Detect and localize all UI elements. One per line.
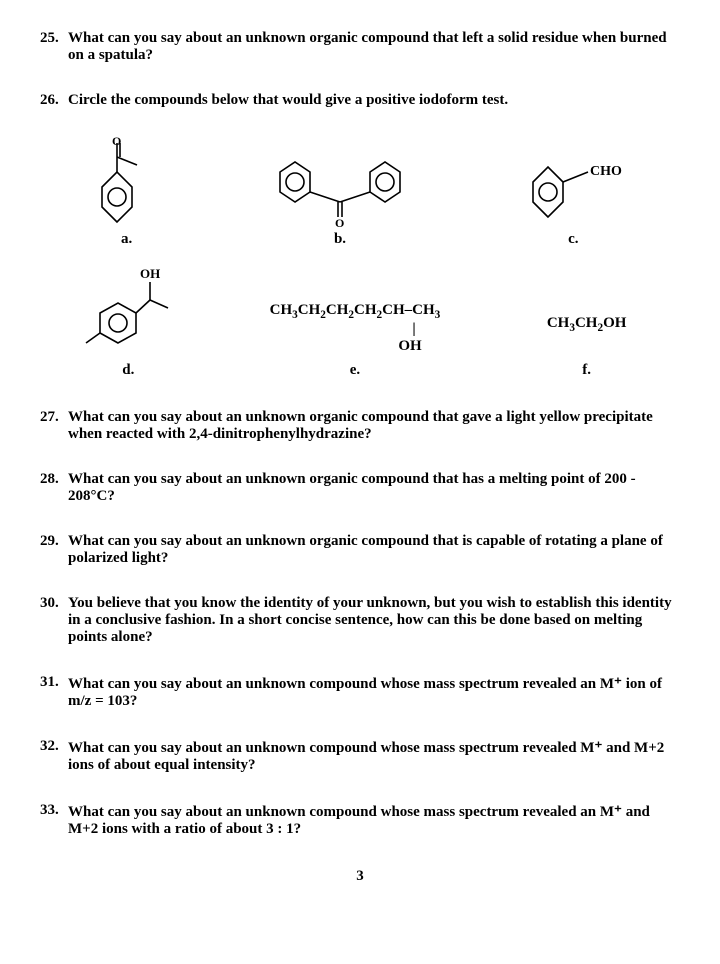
structure-acetophenone-icon: O <box>92 137 162 227</box>
question-number: 32. <box>40 738 68 774</box>
compound-label: e. <box>255 362 455 379</box>
question-26: 26. Circle the compounds below that woul… <box>40 92 680 109</box>
question-text: What can you say about an unknown compou… <box>68 674 680 710</box>
question-31: 31. What can you say about an unknown co… <box>40 674 680 710</box>
compound-f: CH3CH2OH f. <box>532 315 642 379</box>
oh-label: OH <box>140 266 160 281</box>
compound-b: O b. <box>265 137 415 248</box>
question-text: What can you say about an unknown organi… <box>68 533 680 567</box>
question-number: 29. <box>40 533 68 567</box>
question-text: What can you say about an unknown organi… <box>68 471 680 505</box>
question-number: 31. <box>40 674 68 710</box>
question-number: 26. <box>40 92 68 109</box>
compounds-row-2: OH d. CH3CH2CH2CH2CH–CH3 | OH e. CH3CH2O… <box>40 258 680 379</box>
compound-a: O a. <box>92 137 162 248</box>
question-text: What can you say about an unknown organi… <box>68 30 680 64</box>
question-text: What can you say about an unknown compou… <box>68 738 680 774</box>
question-number: 27. <box>40 409 68 443</box>
question-33: 33. What can you say about an unknown co… <box>40 802 680 838</box>
compound-label: c. <box>518 231 628 248</box>
compound-label: f. <box>532 362 642 379</box>
question-number: 28. <box>40 471 68 505</box>
question-text: Circle the compounds below that would gi… <box>68 92 680 109</box>
structure-benzaldehyde-icon: CHO <box>518 147 628 227</box>
formula-ethanol: CH3CH2OH <box>532 315 642 334</box>
question-32: 32. What can you say about an unknown co… <box>40 738 680 774</box>
question-text: What can you say about an unknown organi… <box>68 409 680 443</box>
question-27: 27. What can you say about an unknown or… <box>40 409 680 443</box>
question-number: 33. <box>40 802 68 838</box>
compound-c: CHO c. <box>518 147 628 248</box>
structure-tolylethanol-icon: OH <box>78 258 178 358</box>
question-number: 25. <box>40 30 68 64</box>
question-28: 28. What can you say about an unknown or… <box>40 471 680 505</box>
question-25: 25. What can you say about an unknown or… <box>40 30 680 64</box>
compound-label: b. <box>265 231 415 248</box>
compounds-row-1: O a. O b. <box>40 137 680 248</box>
svg-text:O: O <box>112 137 121 148</box>
cho-label: CHO <box>590 164 622 179</box>
question-30: 30. You believe that you know the identi… <box>40 595 680 646</box>
compound-e: CH3CH2CH2CH2CH–CH3 | OH e. <box>255 302 455 379</box>
page-number: 3 <box>40 868 680 885</box>
structure-benzophenone-icon: O <box>265 137 415 227</box>
compound-label: a. <box>92 231 162 248</box>
question-text: You believe that you know the identity o… <box>68 595 680 646</box>
question-number: 30. <box>40 595 68 646</box>
svg-text:O: O <box>335 216 344 227</box>
question-text: What can you say about an unknown compou… <box>68 802 680 838</box>
compound-label: d. <box>78 362 178 379</box>
formula-hexanol: CH3CH2CH2CH2CH–CH3 | OH <box>255 302 455 354</box>
compound-d: OH d. <box>78 258 178 379</box>
question-29: 29. What can you say about an unknown or… <box>40 533 680 567</box>
